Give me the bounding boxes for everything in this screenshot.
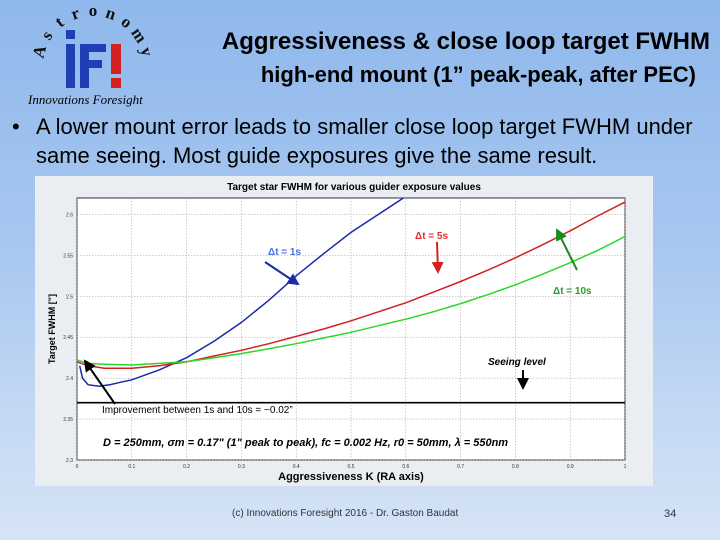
y-tick-label: 2.55 <box>63 253 73 259</box>
series-dt-1s-line <box>78 198 405 388</box>
x-axis-label: Aggressiveness K (RA axis) <box>278 471 424 483</box>
y-tick-label: 2.35 <box>63 417 73 423</box>
logo-caption: Innovations Foresight <box>28 92 143 107</box>
x-tick-label: 0.8 <box>512 464 519 470</box>
x-tick-label: 0 <box>76 464 79 470</box>
innovations-foresight-logo: Ast r o n omy <box>29 8 157 88</box>
annotation-dt-5s: Δt = 5s <box>415 231 448 242</box>
plot-area <box>76 197 626 461</box>
y-tick-label: 2.3 <box>66 458 73 464</box>
y-tick-label: 2.5 <box>66 294 73 300</box>
logo-letter: t <box>51 12 67 31</box>
x-tick-label: 0.3 <box>238 464 245 470</box>
series-dt-10s-line <box>77 235 625 366</box>
x-tick-label: 0.5 <box>348 464 355 470</box>
chart-svg: Target star FWHM for various guider expo… <box>35 176 653 486</box>
slide-title: Aggressiveness & close loop target FWHM <box>221 28 710 55</box>
chart-title: Target star FWHM for various guider expo… <box>227 182 481 193</box>
slide-subtitle: high-end mount (1” peak-peak, after PEC) <box>260 62 696 87</box>
logo-letter: A <box>29 43 51 60</box>
footer-credit: (c) Innovations Foresight 2016 - Dr. Gas… <box>232 508 459 519</box>
logo-letter: m <box>127 24 151 46</box>
y-tick-label: 2.45 <box>63 335 73 341</box>
logo-letter: r <box>68 8 82 24</box>
y-axis-label: Target FWHM ["] <box>47 294 57 364</box>
logo-letter: o <box>118 12 136 32</box>
x-tick-label: 0.6 <box>402 464 409 470</box>
logo-letter: o <box>89 8 98 20</box>
y-tick-label: 2.6 <box>66 212 73 218</box>
annotation-dt-10s: Δt = 10s <box>553 286 592 297</box>
logo-letter: n <box>103 8 119 24</box>
x-tick-label: 0.4 <box>293 464 300 470</box>
annotation-parameters: D = 250mm, σm = 0.17" (1" peak to peak),… <box>103 437 508 449</box>
page-number: 34 <box>664 508 677 520</box>
bullet-point: • A lower mount error leads to smaller c… <box>12 112 712 170</box>
dt-5s-arrow <box>431 241 444 274</box>
annotation-improvement: Improvement between 1s and 10s = ~0.02” <box>102 405 293 416</box>
annotation-dt-1s: Δt = 1s <box>268 247 301 258</box>
fwhm-chart: Target star FWHM for various guider expo… <box>35 176 653 486</box>
series-dt-5s-line <box>77 201 625 370</box>
x-tick-label: 0.7 <box>457 464 464 470</box>
x-tick-label: 0.9 <box>567 464 574 470</box>
annotation-seeing-level: Seeing level <box>488 357 546 368</box>
x-tick-label: 0.2 <box>183 464 190 470</box>
y-tick-label: 2.4 <box>66 376 73 382</box>
x-tick-label: 1 <box>624 464 627 470</box>
x-tick-label: 0.1 <box>128 464 135 470</box>
logo-letter: y <box>136 45 157 59</box>
dt-10s-arrow <box>556 228 578 271</box>
improvement-arrow <box>83 359 116 405</box>
bullet-marker: • <box>12 114 20 139</box>
dt-1s-arrow <box>264 261 300 286</box>
bullet-text: A lower mount error leads to smaller clo… <box>36 114 693 168</box>
logo-letter: s <box>37 27 57 43</box>
